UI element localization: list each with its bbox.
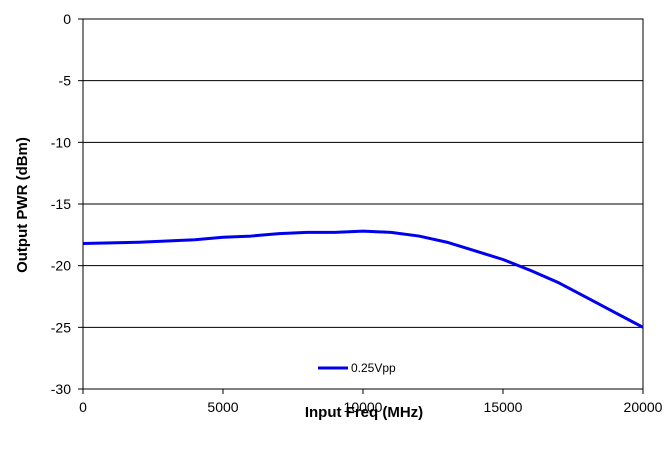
x-tick-label: 15000 [484, 399, 523, 415]
grid [83, 80, 643, 328]
y-tick-label: 0 [63, 11, 71, 27]
series-layer [82, 229, 644, 329]
y-tick-label: -15 [51, 196, 71, 212]
series-line-0 [82, 229, 644, 329]
y-tick-label: -5 [59, 73, 72, 89]
legend-label: 0.25Vpp [351, 361, 396, 375]
x-axis-ticks: 0 5000 10000 15000 20000 [79, 389, 663, 415]
y-tick-label: -20 [51, 258, 71, 274]
legend: 0.25Vpp [318, 361, 396, 375]
x-tick-label: 20000 [624, 399, 663, 415]
y-axis-title: Output PWR (dBm) [14, 137, 31, 273]
y-tick-label: -30 [51, 381, 71, 397]
x-tick-label: 0 [79, 399, 87, 415]
x-tick-label: 10000 [344, 399, 383, 415]
y-axis-ticks: 0 -5 -10 -15 -20 -25 -30 [51, 11, 83, 397]
x-axis-title: Input Freq (MHz) [305, 404, 423, 421]
x-tick-label: 5000 [207, 399, 238, 415]
y-tick-label: -10 [51, 134, 71, 150]
y-tick-label: -25 [51, 319, 71, 335]
